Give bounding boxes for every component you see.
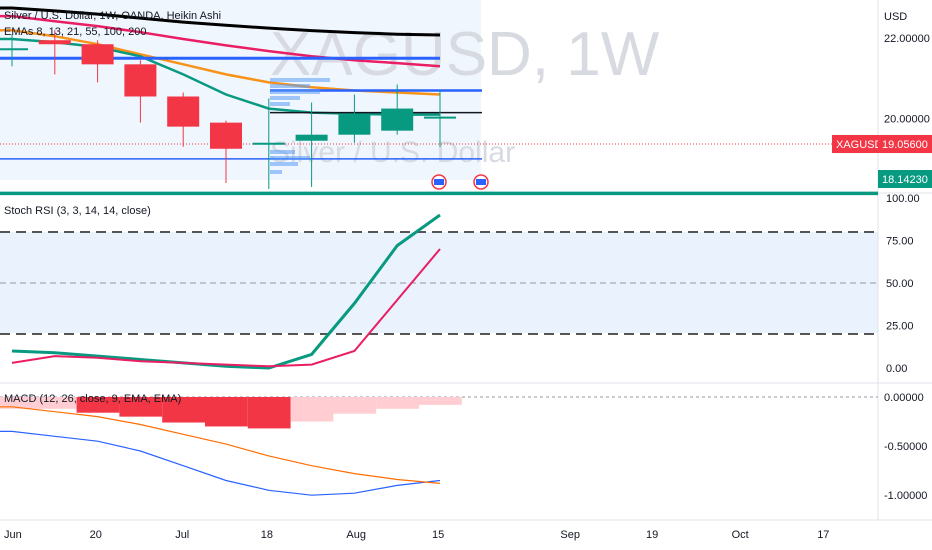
candle-body[interactable] (167, 96, 200, 127)
candle-body[interactable] (81, 44, 114, 65)
stoch-tick-label: 25.00 (886, 321, 914, 333)
stoch-tick-label: 0.00 (886, 363, 907, 375)
price-tick-label: 22.00000 (884, 33, 930, 45)
macd-histogram-bar[interactable] (0, 397, 34, 409)
watermark-name: Silver / U.S. Dollar (270, 136, 515, 169)
candle-body[interactable] (338, 114, 371, 135)
candle-body[interactable] (381, 108, 414, 131)
macd-histogram-bar[interactable] (205, 397, 248, 427)
event-flag-icon[interactable] (431, 174, 447, 190)
stoch-rsi-pane[interactable] (0, 213, 878, 370)
volume-profile-bar (270, 102, 290, 106)
macd-pane[interactable] (0, 396, 878, 496)
macd-histogram-bar[interactable] (419, 397, 462, 405)
candle-body[interactable] (0, 48, 28, 51)
time-tick-label: 20 (90, 529, 102, 541)
candle-body[interactable] (38, 40, 71, 45)
macd-histogram-bar[interactable] (333, 397, 377, 414)
time-tick-label: 18 (261, 529, 273, 541)
price-badge-symbol: XAGUSD (836, 139, 883, 151)
macd-histogram-bar[interactable] (119, 397, 163, 417)
macd-line (0, 430, 441, 496)
stoch-tick-label: 75.00 (886, 236, 914, 248)
time-tick-label: 19 (646, 529, 658, 541)
volume-profile-bar (270, 84, 310, 88)
signal-line (0, 406, 441, 484)
macd-label: MACD (12, 26, close, 9, EMA, EMA) (4, 393, 181, 405)
macd-histogram-bar[interactable] (76, 397, 120, 413)
volume-profile-bar (270, 156, 310, 160)
volume-profile-bar (270, 96, 300, 100)
candle-body[interactable] (252, 142, 285, 145)
macd-tick-label: 0.00000 (884, 392, 924, 404)
time-tick-label: Jun (4, 529, 22, 541)
candle-body[interactable] (210, 122, 242, 149)
stoch-rsi-line (11, 248, 441, 368)
chart-title: Silver / U.S. Dollar, 1W, OANDA, Heikin … (4, 10, 221, 22)
currency-label: USD (884, 11, 907, 23)
stoch-tick-label: 100.00 (886, 193, 920, 205)
price-badge-value: 19.05600 (882, 139, 928, 151)
price-tick-label: 20.00000 (884, 114, 930, 126)
candle-body[interactable] (124, 64, 157, 97)
volume-profile-bar (270, 170, 282, 174)
stoch-rsi-label: Stoch RSI (3, 3, 14, 14, close) (4, 205, 151, 217)
macd-histogram-bar[interactable] (247, 397, 291, 429)
support-badge-value: 18.14230 (882, 174, 928, 186)
event-flag-icon[interactable] (473, 174, 489, 190)
macd-tick-label: -0.50000 (884, 441, 927, 453)
volume-profile-bar (270, 150, 295, 154)
stoch-tick-label: 50.00 (886, 278, 914, 290)
time-tick-label: 17 (817, 529, 829, 541)
time-tick-label: Sep (560, 529, 580, 541)
volume-profile-bar (270, 162, 298, 166)
macd-histogram-bar[interactable] (162, 397, 205, 423)
ema-indicator-label: EMAs 8, 13, 21, 55, 100, 200 (4, 26, 146, 38)
time-tick-label: Oct (732, 529, 749, 541)
candle-body[interactable] (295, 134, 328, 141)
macd-histogram-bar[interactable] (33, 397, 77, 409)
volume-profile-bar (270, 90, 320, 94)
time-tick-label: Jul (175, 529, 189, 541)
time-tick-label: Aug (346, 529, 366, 541)
price-pane[interactable] (0, 6, 878, 196)
price-badge: XAGUSD 19.05600 (832, 135, 932, 153)
support-badge: 18.14230 (878, 170, 932, 188)
stoch-rsi-line (11, 213, 441, 370)
macd-histogram-bar[interactable] (376, 397, 419, 409)
volume-profile-bar (270, 78, 330, 82)
macd-histogram-bar[interactable] (290, 397, 334, 422)
ema-line (0, 14, 441, 68)
macd-tick-label: -1.00000 (884, 490, 927, 502)
time-tick-label: 15 (432, 529, 444, 541)
ema-line (0, 6, 441, 37)
candle-body[interactable] (424, 116, 456, 119)
